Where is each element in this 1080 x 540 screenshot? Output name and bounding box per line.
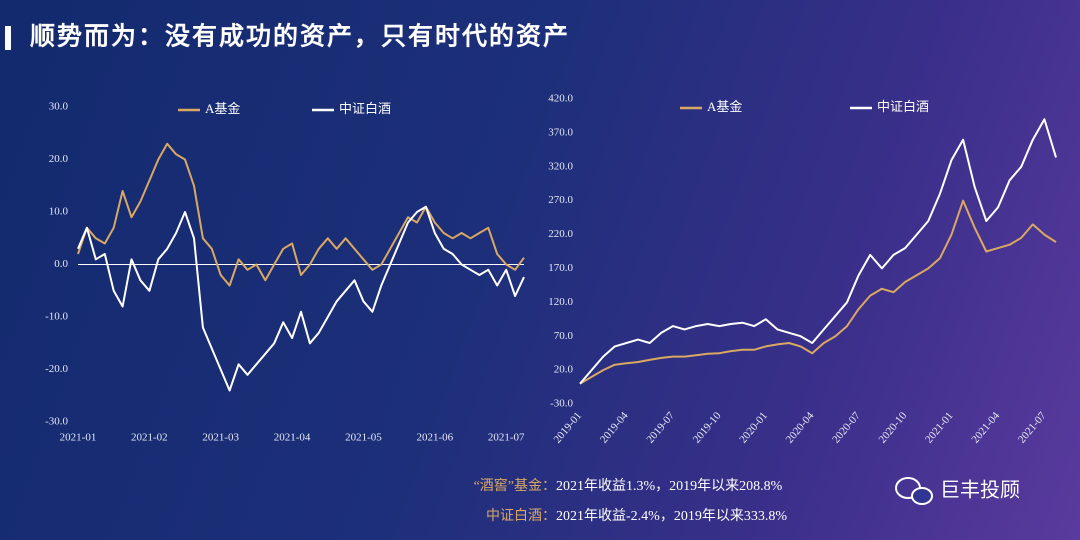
- x-tick-label: 2021-01: [60, 432, 97, 444]
- x-tick-label: 2019-04: [598, 409, 631, 445]
- y-tick-label: -20.0: [45, 363, 68, 375]
- legend-label: 中证白酒: [877, 99, 929, 114]
- x-tick-label: 2021-06: [416, 432, 453, 444]
- x-tick-label: 2021-04: [969, 409, 1002, 445]
- series-line: [579, 118, 1057, 385]
- y-tick-label: 320.0: [548, 160, 573, 172]
- legend-label: A基金: [707, 99, 742, 114]
- y-tick-label: -30.0: [550, 398, 573, 410]
- y-tick-label: 10.0: [49, 206, 69, 218]
- series-line: [77, 142, 525, 287]
- series-line: [579, 199, 1057, 385]
- y-tick-label: 70.0: [554, 330, 574, 342]
- x-tick-label: 2021-01: [923, 410, 956, 446]
- x-tick-label: 2021-02: [131, 432, 168, 444]
- y-tick-label: 170.0: [548, 262, 573, 274]
- footnote-label: “酒窖”基金：: [474, 477, 556, 494]
- x-tick-label: 2021-07: [488, 432, 525, 444]
- x-tick-label: 2020-01: [737, 410, 770, 446]
- x-tick-label: 2020-10: [877, 409, 910, 445]
- y-tick-label: 270.0: [548, 194, 573, 206]
- y-tick-label: 30.0: [49, 101, 69, 113]
- x-tick-label: 2019-10: [691, 409, 724, 445]
- footnote-label: 中证白酒：: [486, 508, 556, 524]
- y-tick-label: 220.0: [548, 228, 573, 240]
- x-tick-label: 2019-01: [551, 410, 584, 446]
- footnote-text: 2021年收益-2.4%，2019年以来333.8%: [556, 508, 787, 524]
- x-tick-label: 2021-04: [274, 432, 311, 444]
- legend-label: A基金: [205, 101, 240, 116]
- x-tick-label: 2021-07: [1016, 409, 1049, 445]
- x-tick-label: 2021-05: [345, 432, 382, 444]
- y-tick-label: 20.0: [554, 364, 574, 376]
- x-tick-label: 2020-07: [830, 409, 863, 445]
- logo-text: 巨丰投顾: [940, 479, 1020, 502]
- x-tick-label: 2021-03: [202, 432, 239, 444]
- legend-label: 中证白酒: [339, 101, 391, 116]
- y-tick-label: 20.0: [49, 153, 69, 165]
- y-tick-label: -10.0: [45, 311, 68, 323]
- y-tick-label: 420.0: [548, 93, 573, 105]
- series-line: [77, 205, 525, 392]
- y-tick-label: 370.0: [548, 126, 573, 138]
- x-tick-label: 2020-04: [784, 409, 817, 445]
- footnote-text: 2021年收益1.3%，2019年以来208.8%: [556, 478, 783, 494]
- logo-icon: [895, 477, 933, 505]
- slide-title: 顺势而为：没有成功的资产，只有时代的资产: [30, 22, 570, 51]
- y-tick-label: 0.0: [54, 258, 68, 270]
- y-tick-label: -30.0: [45, 416, 68, 428]
- x-tick-label: 2019-07: [644, 409, 677, 445]
- title-bar: [5, 26, 11, 50]
- y-tick-label: 120.0: [548, 296, 573, 308]
